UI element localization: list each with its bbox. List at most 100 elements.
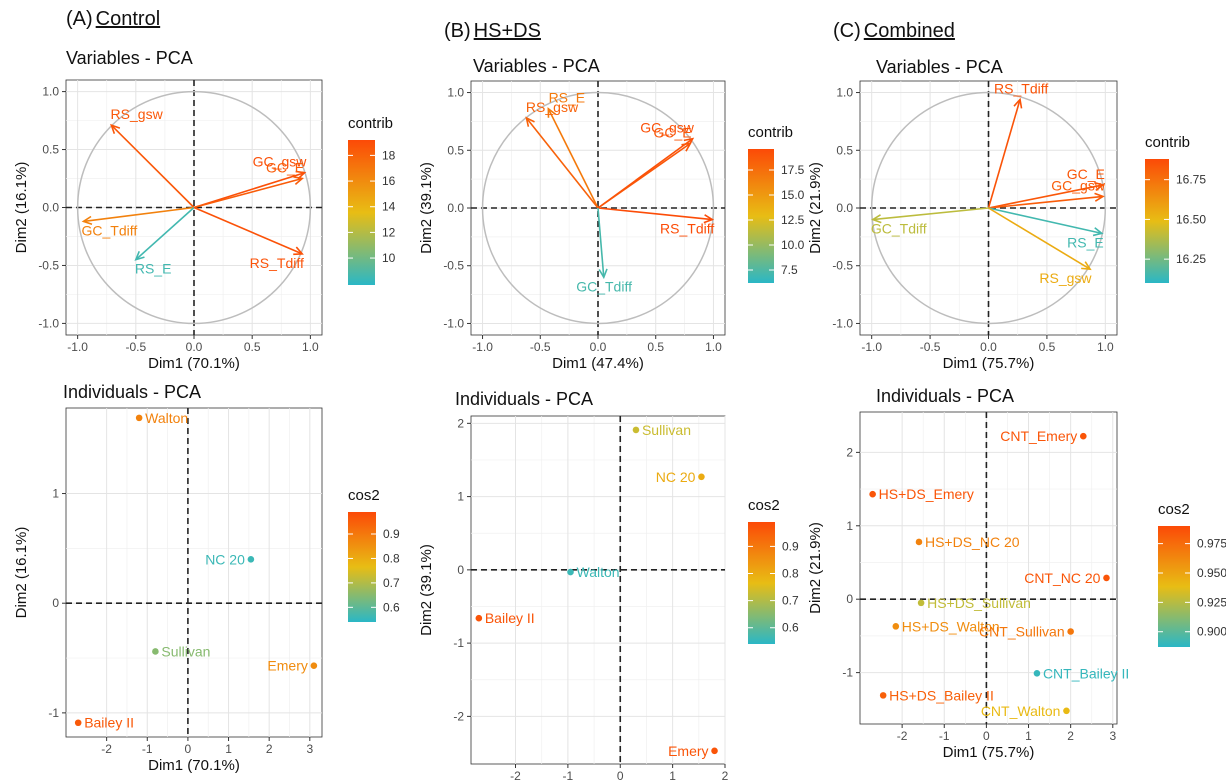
individual-point: [917, 599, 925, 607]
individual-label: HS+DS_Bailey II: [889, 687, 994, 703]
variable-label: GC_gsw: [640, 120, 695, 136]
plot-area: [859, 411, 1118, 725]
variable-arrow: [987, 99, 1021, 209]
variable-arrow: [525, 117, 599, 209]
variable-label: GC_Tdiff: [81, 222, 137, 238]
variable-label: GC_E: [1067, 166, 1105, 182]
variable-arrowhead: [547, 107, 556, 118]
y-tick-label: 1.0: [42, 85, 59, 99]
x-tick-label: 1: [669, 769, 676, 782]
individual-label: Sullivan: [642, 422, 691, 438]
legend-tick-label: 14: [382, 200, 396, 214]
legend-colorbar: [748, 522, 775, 644]
y-tick-label: 1.0: [836, 86, 853, 100]
legend-tick-label: 0.6: [782, 621, 799, 635]
y-tick-label: 0.0: [836, 201, 853, 215]
variable-label: RS_E: [135, 261, 172, 277]
legend-tick-label: 16.75: [1176, 173, 1206, 187]
panel-letter-a: (A): [66, 8, 93, 30]
variable-arrowhead: [1013, 97, 1023, 109]
variable-arrow: [988, 207, 1091, 270]
individual-label: CNT_Bailey II: [1043, 665, 1129, 681]
variable-arrowhead: [1081, 261, 1092, 271]
variable-label: RS_gsw: [526, 99, 579, 115]
legend-tick-label: 0.950: [1197, 566, 1226, 580]
x-tick-label: 0: [185, 742, 192, 756]
x-tick-label: 0.0: [590, 340, 607, 354]
chart-panel-a-variables: Variables - PCA -1.0 -0.5 0.0 0.5 1.0 1.0 0.5 0.…: [13, 48, 396, 372]
x-tick-label: -1: [563, 769, 574, 782]
y-tick-label: -1: [453, 636, 464, 650]
y-tick-label: 1: [846, 519, 853, 533]
x-axis-label: Dim1 (70.1%): [148, 355, 240, 372]
individual-label: Emery: [668, 743, 708, 759]
legend-title: contrib: [348, 115, 393, 132]
y-axis-label: Dim2 (16.1%): [13, 527, 30, 619]
x-tick-label: 0.5: [1039, 340, 1056, 354]
legend-title: cos2: [348, 487, 380, 504]
legend-tick-label: 0.6: [383, 600, 400, 614]
y-tick-label: -0.5: [832, 259, 853, 273]
variable-label: RS_Tdiff: [250, 255, 304, 271]
variable-arrowhead: [681, 142, 692, 152]
x-tick-label: 0: [617, 769, 624, 782]
panel-heading-a: (A) Control: [66, 8, 160, 31]
legend-tick-label: 7.5: [781, 263, 798, 277]
legend-tick-label: 12.5: [781, 213, 805, 227]
variable-arrow: [135, 206, 195, 261]
y-tick-label: 0: [52, 596, 59, 610]
panel-title-b: HS+DS: [473, 20, 541, 42]
legend-colorbar: [348, 140, 375, 285]
variable-arrowhead: [598, 268, 608, 280]
legend-title: contrib: [748, 124, 793, 141]
variable-arrow: [597, 207, 713, 221]
variable-arrowhead: [293, 176, 304, 186]
x-tick-label: 0: [983, 729, 990, 743]
panel-heading-b: (B) HS+DS: [444, 20, 541, 43]
legend-tick-label: 15.0: [781, 188, 805, 202]
y-axis-label: Dim2 (39.1%): [418, 162, 435, 254]
y-axis-label: Dim2 (16.1%): [13, 162, 30, 254]
legend-tick-label: 10.0: [781, 238, 805, 252]
variable-arrowhead: [293, 246, 304, 256]
individual-point: [74, 719, 82, 727]
individual-point: [632, 426, 640, 434]
legend-colorbar: [1145, 159, 1169, 283]
panel-heading-c: (C) Combined: [833, 20, 955, 43]
x-tick-label: -2: [101, 742, 112, 756]
x-axis-label: Dim1 (75.7%): [943, 744, 1035, 761]
legend-tick-label: 0.925: [1197, 595, 1226, 609]
legend-tick-label: 0.975: [1197, 537, 1226, 551]
y-axis-label: Dim2 (21.9%): [807, 162, 824, 254]
variable-arrow: [988, 207, 1102, 235]
legend-tick-label: 0.7: [782, 594, 799, 608]
chart-title: Individuals - PCA: [876, 386, 1014, 406]
individual-point: [152, 648, 159, 655]
y-tick-label: -1.0: [38, 316, 59, 330]
x-tick-label: 1.0: [705, 340, 722, 354]
variable-arrow: [193, 171, 305, 209]
variable-arrowhead: [134, 251, 145, 261]
y-tick-label: 0.5: [447, 143, 464, 157]
variable-label: GC_gsw: [253, 154, 308, 170]
individual-label: HS+DS_Emery: [879, 486, 974, 502]
y-tick-label: 2: [457, 416, 464, 430]
y-tick-label: -0.5: [38, 258, 59, 272]
variable-label: RS_Tdiff: [660, 221, 714, 237]
legend-tick-label: 0.7: [383, 576, 400, 590]
x-tick-label: 2: [1067, 729, 1074, 743]
variable-label: RS_Tdiff: [994, 80, 1048, 96]
x-axis-label: Dim1 (75.7%): [943, 355, 1035, 372]
variable-arrowhead: [1094, 181, 1105, 191]
chart-title: Individuals - PCA: [455, 389, 593, 409]
y-tick-label: 1.0: [447, 86, 464, 100]
individual-label: Sullivan: [161, 643, 210, 659]
variable-arrow: [110, 124, 195, 209]
variable-arrow: [988, 195, 1104, 209]
legend-colorbar: [348, 512, 376, 622]
variable-arrow: [597, 142, 691, 209]
x-tick-label: -1: [142, 742, 153, 756]
